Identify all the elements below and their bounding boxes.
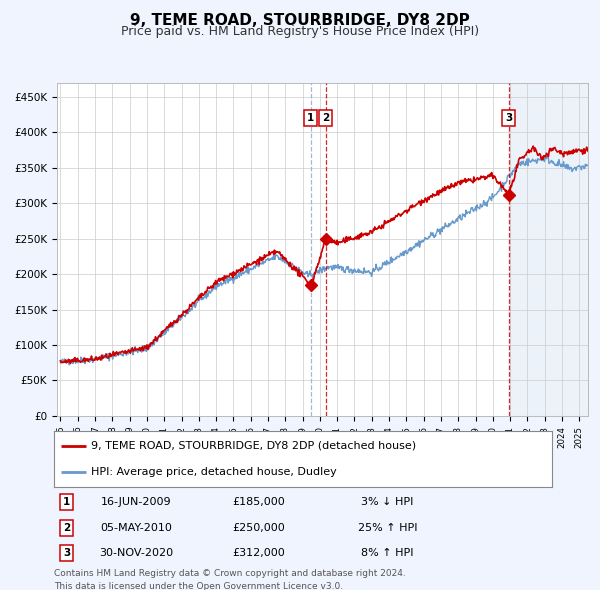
Text: 05-MAY-2010: 05-MAY-2010 <box>100 523 172 533</box>
Bar <box>510 83 588 416</box>
Text: £312,000: £312,000 <box>232 548 284 558</box>
Text: 1: 1 <box>63 497 70 507</box>
Text: 3% ↓ HPI: 3% ↓ HPI <box>361 497 414 507</box>
Text: 3: 3 <box>63 548 70 558</box>
Text: 1: 1 <box>307 113 314 123</box>
Text: 9, TEME ROAD, STOURBRIDGE, DY8 2DP: 9, TEME ROAD, STOURBRIDGE, DY8 2DP <box>130 13 470 28</box>
Text: HPI: Average price, detached house, Dudley: HPI: Average price, detached house, Dudl… <box>91 467 337 477</box>
Text: 3: 3 <box>505 113 512 123</box>
Text: 30-NOV-2020: 30-NOV-2020 <box>99 548 173 558</box>
Text: £250,000: £250,000 <box>232 523 284 533</box>
Text: This data is licensed under the Open Government Licence v3.0.: This data is licensed under the Open Gov… <box>54 582 343 590</box>
Text: Contains HM Land Registry data © Crown copyright and database right 2024.: Contains HM Land Registry data © Crown c… <box>54 569 406 578</box>
Text: 16-JUN-2009: 16-JUN-2009 <box>101 497 172 507</box>
Text: 9, TEME ROAD, STOURBRIDGE, DY8 2DP (detached house): 9, TEME ROAD, STOURBRIDGE, DY8 2DP (deta… <box>91 441 416 451</box>
Text: 8% ↑ HPI: 8% ↑ HPI <box>361 548 414 558</box>
Text: 25% ↑ HPI: 25% ↑ HPI <box>358 523 418 533</box>
Text: £185,000: £185,000 <box>232 497 284 507</box>
Text: 2: 2 <box>63 523 70 533</box>
Text: Price paid vs. HM Land Registry's House Price Index (HPI): Price paid vs. HM Land Registry's House … <box>121 25 479 38</box>
Text: 2: 2 <box>322 113 329 123</box>
